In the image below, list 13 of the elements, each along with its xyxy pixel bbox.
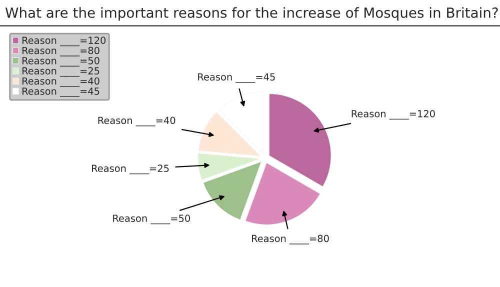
legend-label: Reason ____=50 — [22, 56, 100, 66]
slice-label: Reason ____=40 — [98, 116, 176, 126]
chart-title: What are the important reasons for the increase of Mosques in Britain? — [5, 7, 498, 21]
legend-label: Reason ____=40 — [22, 77, 100, 87]
legend-label: Reason ____=120 — [22, 36, 106, 46]
slice-label: Reason ____=45 — [198, 73, 275, 83]
slice-label: Reason ____=80 — [252, 234, 329, 244]
legend-label: Reason ____=25 — [22, 67, 100, 77]
slice-label: Reason ____=25 — [92, 164, 169, 174]
slice-label: Reason ____=50 — [113, 214, 190, 224]
legend-label: Reason ____=45 — [22, 88, 100, 97]
legend-label: Reason ____=80 — [22, 46, 100, 56]
slice-label: Reason ____=120 — [352, 110, 435, 120]
